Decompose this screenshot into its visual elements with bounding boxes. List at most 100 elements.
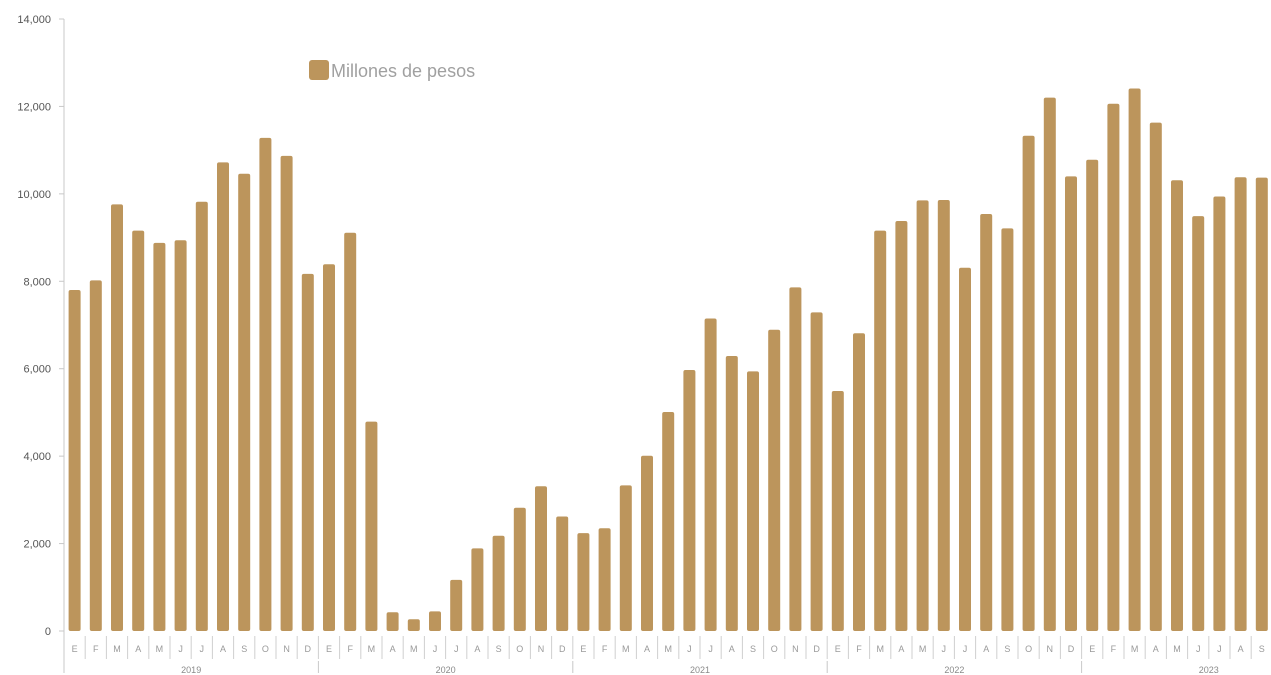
bar <box>683 370 696 631</box>
bar <box>1107 103 1120 631</box>
bar <box>577 533 590 631</box>
bar <box>513 507 526 631</box>
bar <box>429 611 441 631</box>
month-label: F <box>602 644 608 654</box>
bar <box>259 137 272 631</box>
bar <box>704 318 717 631</box>
month-label: J <box>433 644 438 654</box>
bar <box>111 204 123 631</box>
month-label: M <box>876 644 884 654</box>
month-label: A <box>729 644 735 654</box>
month-label: E <box>835 644 841 654</box>
month-label: J <box>178 644 183 654</box>
bar <box>747 371 759 631</box>
bar <box>1149 122 1162 632</box>
bar <box>1065 176 1077 631</box>
month-label: N <box>792 644 799 654</box>
legend[interactable]: Millones de pesos <box>309 60 475 81</box>
month-label: A <box>220 644 226 654</box>
month-label: M <box>113 644 121 654</box>
bar <box>641 455 653 631</box>
bar <box>556 516 569 631</box>
bar <box>768 329 781 631</box>
bar <box>195 201 208 631</box>
bar <box>937 199 950 631</box>
month-label: N <box>283 644 290 654</box>
y-tick-label: 10,000 <box>17 189 51 201</box>
bar <box>1086 159 1099 631</box>
bar <box>238 173 251 631</box>
bar <box>959 267 971 631</box>
month-label: S <box>1004 644 1010 654</box>
y-tick-label: 14,000 <box>17 14 51 26</box>
bar <box>874 230 887 631</box>
month-label: A <box>1153 644 1159 654</box>
y-tick-label: 4,000 <box>23 451 51 463</box>
month-label: N <box>1047 644 1054 654</box>
bar <box>68 290 81 631</box>
month-label: F <box>856 644 862 654</box>
bar <box>132 230 145 631</box>
bar <box>598 528 611 631</box>
bar <box>1255 177 1268 631</box>
month-label: A <box>644 644 650 654</box>
month-label: S <box>496 644 502 654</box>
bar <box>831 391 844 631</box>
legend-swatch <box>309 60 329 80</box>
bar <box>153 242 166 631</box>
month-label: J <box>1196 644 1201 654</box>
month-label: O <box>262 644 269 654</box>
bar <box>789 287 802 631</box>
bar <box>619 485 632 631</box>
bar <box>853 333 865 631</box>
month-label: S <box>241 644 247 654</box>
bar <box>217 162 229 631</box>
bar <box>810 312 823 631</box>
month-label: D <box>1068 644 1075 654</box>
bar <box>1001 228 1014 632</box>
bar <box>1213 196 1226 632</box>
bar <box>916 200 929 631</box>
bar <box>365 421 378 631</box>
month-label: A <box>1238 644 1244 654</box>
month-label: E <box>72 644 78 654</box>
year-label: 2021 <box>690 665 710 675</box>
month-label: J <box>963 644 968 654</box>
month-label: F <box>1111 644 1117 654</box>
month-label: M <box>664 644 672 654</box>
month-label: A <box>390 644 396 654</box>
month-label: N <box>538 644 545 654</box>
bar <box>1022 135 1035 631</box>
month-label: O <box>516 644 523 654</box>
month-label: S <box>1259 644 1265 654</box>
bar <box>980 213 993 632</box>
bar <box>1128 88 1141 631</box>
bar <box>1192 216 1205 631</box>
month-label: D <box>813 644 820 654</box>
y-tick-label: 6,000 <box>23 364 51 376</box>
bar <box>450 579 463 631</box>
month-label: M <box>622 644 630 654</box>
month-label: A <box>474 644 480 654</box>
month-label: M <box>919 644 927 654</box>
month-label: J <box>942 644 947 654</box>
bar <box>725 356 738 631</box>
month-label: E <box>580 644 586 654</box>
month-label: M <box>156 644 164 654</box>
month-label: F <box>93 644 99 654</box>
bar <box>1234 177 1247 631</box>
bar <box>535 486 547 631</box>
bar <box>1171 180 1183 631</box>
month-label: O <box>1025 644 1032 654</box>
legend-label: Millones de pesos <box>331 61 475 81</box>
month-label: M <box>368 644 376 654</box>
month-label: A <box>983 644 989 654</box>
bar <box>344 232 357 631</box>
month-label: E <box>326 644 332 654</box>
month-label: O <box>771 644 778 654</box>
y-tick-label: 2,000 <box>23 539 51 551</box>
y-tick-label: 12,000 <box>17 101 51 113</box>
bar <box>895 220 908 631</box>
